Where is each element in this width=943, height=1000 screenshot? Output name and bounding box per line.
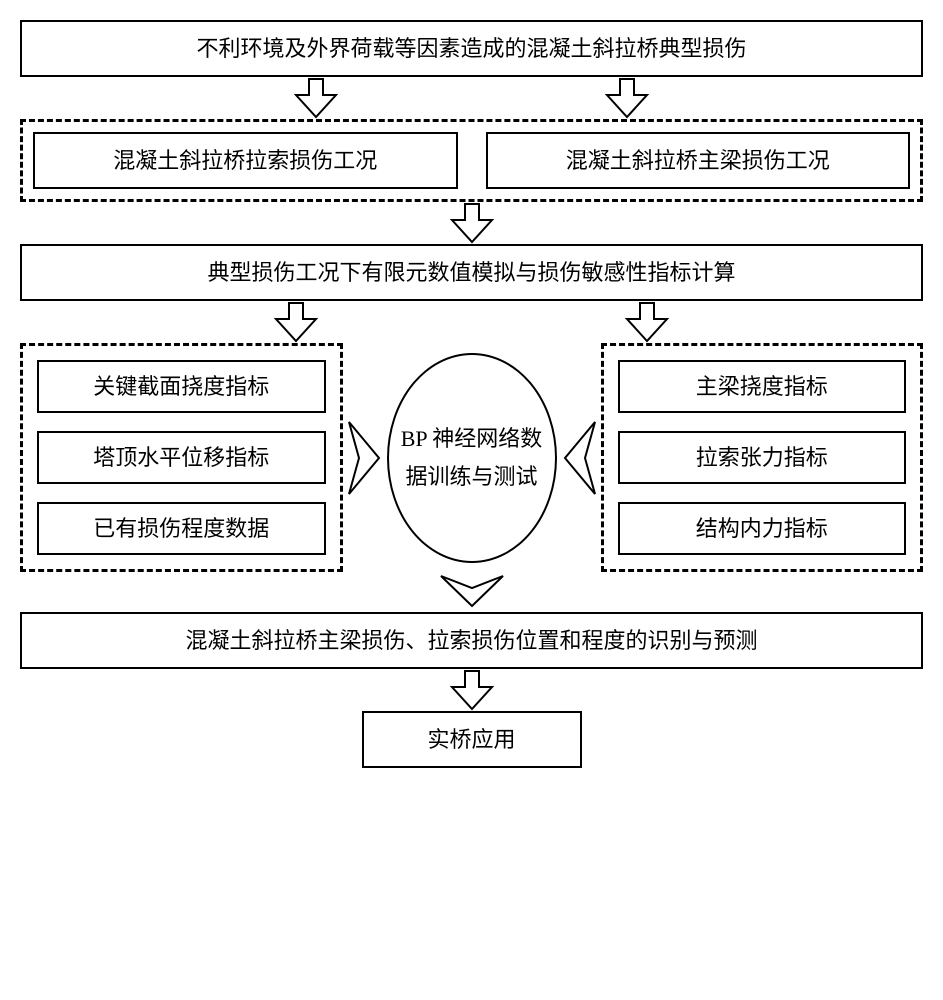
- oval-bp-neural-network: BP 神经网络数据训练与测试: [387, 353, 557, 563]
- text-oval: BP 神经网络数据训练与测试: [393, 420, 551, 495]
- box-girder-deflection: 主梁挠度指标: [618, 360, 907, 413]
- text-right-1: 拉索张力指标: [696, 445, 828, 470]
- text-right-2: 结构内力指标: [696, 516, 828, 541]
- chevron-down-icon: [20, 572, 923, 612]
- box-fem-simulation: 典型损伤工况下有限元数值模拟与损伤敏感性指标计算: [20, 244, 923, 301]
- arrow-down-icon: [20, 202, 923, 244]
- arrow-down-icon: [623, 301, 671, 343]
- flowchart-canvas: 不利环境及外界荷载等因素造成的混凝土斜拉桥典型损伤 混凝土斜拉桥拉索损伤工况 混…: [20, 20, 923, 768]
- box-identification-prediction: 混凝土斜拉桥主梁损伤、拉索损伤位置和程度的识别与预测: [20, 612, 923, 669]
- arrow-down-icon: [272, 301, 320, 343]
- chevron-left-icon: [559, 418, 599, 498]
- arrows-top-split: [20, 77, 923, 119]
- row-indicators: 关键截面挠度指标 塔顶水平位移指标 已有损伤程度数据 BP 神经网络数据训练与测…: [20, 343, 923, 572]
- text-left-1: 塔顶水平位移指标: [93, 445, 269, 470]
- group-damage-cases: 混凝土斜拉桥拉索损伤工况 混凝土斜拉桥主梁损伤工况: [20, 119, 923, 202]
- group-right-indicators: 主梁挠度指标 拉索张力指标 结构内力指标: [601, 343, 924, 572]
- box-existing-damage-data: 已有损伤程度数据: [37, 502, 326, 555]
- text-left-2: 已有损伤程度数据: [93, 516, 269, 541]
- text-fem: 典型损伤工况下有限元数值模拟与损伤敏感性指标计算: [207, 260, 735, 285]
- arrow-down-icon: [603, 77, 651, 119]
- box-girder-damage-case: 混凝土斜拉桥主梁损伤工况: [486, 132, 911, 189]
- text-result: 混凝土斜拉桥主梁损伤、拉索损伤位置和程度的识别与预测: [185, 628, 757, 653]
- row-application: 实桥应用: [20, 711, 923, 768]
- text-left-0: 关键截面挠度指标: [93, 374, 269, 399]
- box-internal-force: 结构内力指标: [618, 502, 907, 555]
- box-real-bridge-application: 实桥应用: [362, 711, 582, 768]
- box-section-deflection: 关键截面挠度指标: [37, 360, 326, 413]
- chevron-right-icon: [345, 418, 385, 498]
- text-application: 实桥应用: [427, 727, 515, 752]
- group-left-indicators: 关键截面挠度指标 塔顶水平位移指标 已有损伤程度数据: [20, 343, 343, 572]
- text-cable-damage: 混凝土斜拉桥拉索损伤工况: [113, 148, 377, 173]
- arrow-down-icon: [20, 669, 923, 711]
- box-top-damage-causes: 不利环境及外界荷载等因素造成的混凝土斜拉桥典型损伤: [20, 20, 923, 77]
- text-girder-damage: 混凝土斜拉桥主梁损伤工况: [566, 148, 830, 173]
- box-tower-displacement: 塔顶水平位移指标: [37, 431, 326, 484]
- arrow-down-icon: [292, 77, 340, 119]
- box-cable-damage-case: 混凝土斜拉桥拉索损伤工况: [33, 132, 458, 189]
- box-cable-tension: 拉索张力指标: [618, 431, 907, 484]
- text-right-0: 主梁挠度指标: [696, 374, 828, 399]
- text-top: 不利环境及外界荷载等因素造成的混凝土斜拉桥典型损伤: [196, 36, 746, 61]
- arrows-fem-split: [20, 301, 923, 343]
